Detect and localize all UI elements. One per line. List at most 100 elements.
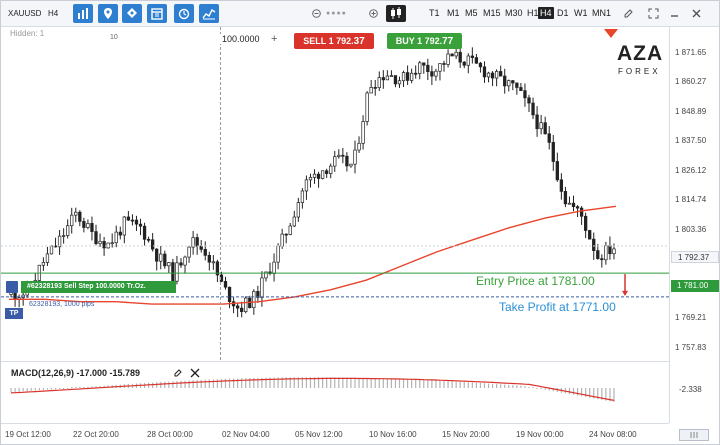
candle-body (126, 216, 131, 221)
macd-histogram-bar (232, 378, 235, 388)
macd-histogram-bar (50, 388, 53, 390)
candle-body (507, 80, 511, 87)
candle-body (106, 242, 110, 249)
macd-histogram-bar (491, 383, 494, 388)
candle-body (426, 64, 430, 72)
candle-body (82, 221, 86, 228)
macd-histogram-bar (342, 377, 344, 388)
candle-body (138, 223, 143, 227)
hidden-objects-label[interactable]: Hidden: 1 (10, 29, 45, 38)
macd-histogram-bar (386, 378, 388, 388)
tag-icon[interactable] (122, 4, 142, 23)
calendar-icon[interactable] (147, 4, 167, 23)
candle-body (320, 170, 325, 179)
macd-histogram-bar (334, 377, 336, 388)
macd-signal-line (10, 377, 615, 401)
lot-plus-icon[interactable]: + (271, 33, 278, 45)
tf-m1[interactable]: M1 (447, 8, 460, 18)
period-label[interactable]: H4 (48, 9, 59, 18)
buy-label: BUY 1 792. (395, 36, 443, 46)
order-handle-icon[interactable] (6, 281, 18, 293)
symbol-label[interactable]: XAUUSD (8, 9, 42, 18)
sell-label: SELL 1 792. (303, 36, 354, 46)
macd-histogram-bar (354, 377, 356, 388)
macd-histogram-bar (176, 381, 178, 388)
macd-histogram-bar (30, 388, 32, 391)
price-chart[interactable] (1, 27, 669, 360)
pending-order-tag[interactable]: #62328193 Sell Step 100.0000 Tr.Oz. (21, 281, 176, 293)
macd-histogram-bar (435, 380, 437, 388)
candle-type-icon[interactable] (386, 5, 406, 22)
candle-body (13, 292, 17, 300)
pencil-icon[interactable] (623, 8, 634, 19)
macd-histogram-bar (305, 377, 308, 388)
zoom-dots-icon: ●●●● (326, 10, 347, 17)
macd-histogram-bar (544, 388, 546, 390)
candle-body (21, 294, 25, 299)
tf-t1[interactable]: T1 (429, 8, 440, 18)
zoom-in-icon[interactable] (369, 9, 378, 18)
tp-tag[interactable]: TP (5, 308, 23, 319)
tf-m30[interactable]: M30 (505, 8, 523, 18)
candle-body (373, 87, 377, 89)
lot-size-field[interactable]: 100.0000 (220, 34, 262, 44)
candle-body (559, 179, 564, 192)
price-label: 1 757.83 (675, 343, 707, 352)
candle-body (276, 245, 280, 263)
macd-histogram-bar (443, 380, 445, 388)
macd-histogram-bar (261, 377, 263, 388)
candle-body (57, 235, 62, 248)
macd-histogram-bar (228, 378, 231, 388)
tf-h4[interactable]: H4 (538, 7, 554, 19)
tf-w1[interactable]: W1 (574, 8, 588, 18)
macd-histogram-bar (156, 382, 158, 388)
macd-histogram-bar (394, 378, 397, 388)
candle-body (316, 173, 321, 179)
candle-body (146, 238, 151, 241)
expand-icon[interactable] (648, 8, 659, 19)
time-label: 10 Nov 16:00 (369, 430, 417, 439)
macd-histogram-bar (451, 381, 453, 388)
price-label: 1 826.12 (675, 166, 707, 175)
candle-body (604, 245, 608, 261)
candle-body (612, 248, 616, 255)
tf-h1[interactable]: H1 (527, 8, 539, 18)
minimize-icon[interactable] (669, 8, 680, 19)
macd-histogram-bar (536, 388, 538, 389)
crosshair-vertical (220, 27, 221, 360)
macd-histogram-bar (54, 388, 57, 390)
close-icon[interactable] (190, 368, 200, 378)
macd-histogram-bar (423, 379, 425, 388)
sell-button[interactable]: SELL 1 792.37 (294, 33, 374, 49)
macd-histogram-bar (184, 380, 186, 388)
tf-m5[interactable]: M5 (465, 8, 478, 18)
macd-histogram-bar (46, 388, 49, 390)
candle-body (118, 231, 122, 236)
candle-body (223, 281, 228, 288)
candle-body (405, 72, 410, 81)
buy-price-tail: 77 (442, 36, 454, 47)
price-label: 1 871.65 (675, 48, 707, 57)
candle-body (61, 235, 66, 237)
indicators-icon[interactable] (199, 4, 219, 23)
tf-mn1[interactable]: MN1 (592, 8, 612, 18)
candle-body (499, 71, 503, 77)
buy-button[interactable]: BUY 1 792.77 (387, 33, 462, 49)
tf-m15[interactable]: M15 (483, 8, 501, 18)
candle-body (110, 242, 114, 245)
bar-chart-icon[interactable] (73, 4, 93, 23)
macd-histogram-bar (257, 377, 259, 388)
zoom-out-icon[interactable] (312, 9, 321, 18)
pin-icon[interactable] (98, 4, 118, 23)
candle-body (563, 191, 568, 205)
macd-histogram-bar (322, 377, 324, 388)
macd-histogram-bar (103, 385, 105, 388)
tf-d1[interactable]: D1 (557, 8, 569, 18)
pencil-icon[interactable] (173, 368, 183, 378)
macd-histogram-bar (208, 379, 210, 388)
macd-histogram-bar (479, 383, 482, 388)
alarm-icon[interactable] (174, 4, 194, 23)
candle-body (345, 155, 349, 167)
close-icon[interactable] (691, 8, 702, 19)
scroll-handle-icon[interactable] (679, 429, 709, 441)
